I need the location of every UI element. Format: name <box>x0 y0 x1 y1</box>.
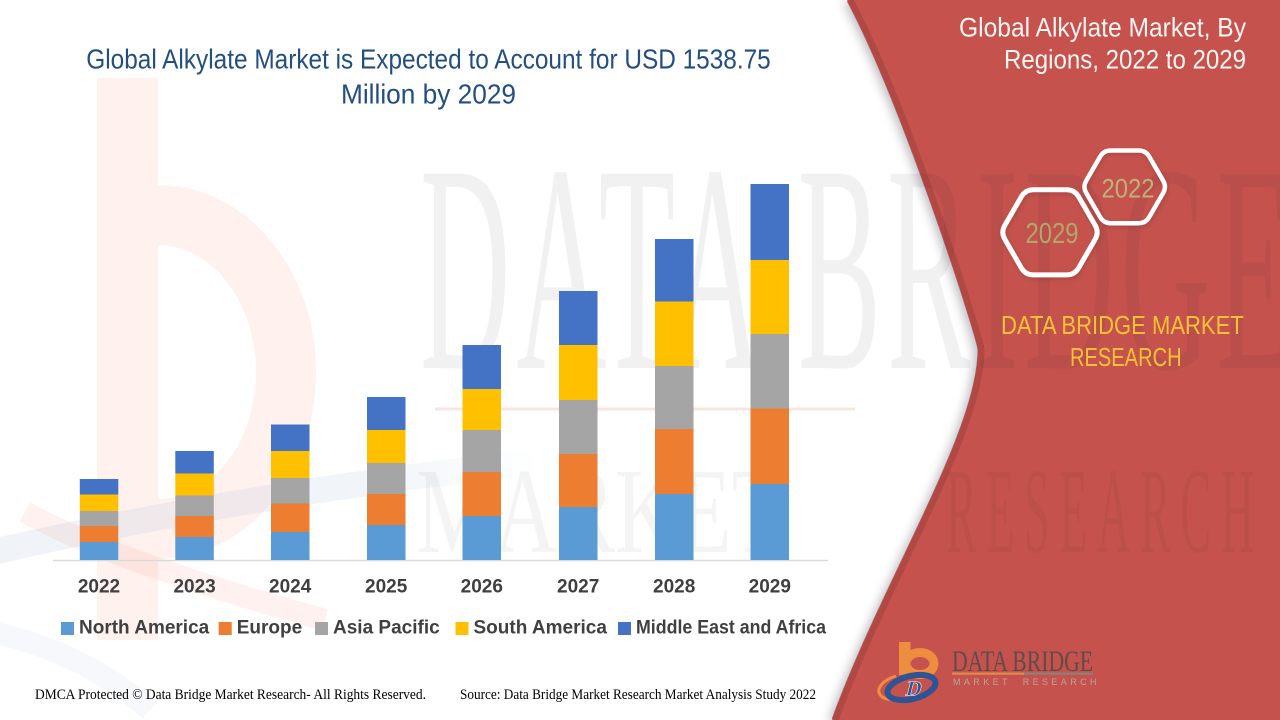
svg-text:Global Alkylate Market, By: Global Alkylate Market, By <box>959 13 1247 43</box>
svg-text:2026: 2026 <box>461 577 503 598</box>
svg-text:2024: 2024 <box>269 577 312 598</box>
svg-text:DMCA Protected © Data Bridge M: DMCA Protected © Data Bridge Market Rese… <box>35 687 426 703</box>
svg-text:Regions, 2022 to 2029: Regions, 2022 to 2029 <box>1004 45 1246 75</box>
svg-text:Million by 2029: Million by 2029 <box>341 79 516 110</box>
svg-text:MARKET RESEARCH: MARKET RESEARCH <box>953 677 1100 687</box>
svg-text:RESEARCH: RESEARCH <box>946 444 1254 579</box>
svg-text:2023: 2023 <box>173 577 215 598</box>
svg-text:RESEARCH: RESEARCH <box>1070 342 1182 372</box>
svg-text:2028: 2028 <box>653 577 695 598</box>
svg-text:2029: 2029 <box>1026 218 1079 250</box>
svg-text:2022: 2022 <box>78 577 120 598</box>
svg-text:DATA BRIDGE MARKET: DATA BRIDGE MARKET <box>1001 310 1244 340</box>
svg-text:DATA BRIDGE: DATA BRIDGE <box>420 105 1280 433</box>
svg-text:Global Alkylate Market is Expe: Global Alkylate Market is Expected to Ac… <box>86 44 771 75</box>
svg-text:D: D <box>904 677 925 701</box>
svg-text:2029: 2029 <box>749 577 791 598</box>
svg-text:North America: North America <box>79 618 210 639</box>
svg-text:Asia Pacific: Asia Pacific <box>333 618 440 639</box>
svg-text:Source: Data Bridge Market Res: Source: Data Bridge Market Research Mark… <box>460 687 816 703</box>
svg-text:2025: 2025 <box>365 577 408 598</box>
svg-text:Europe: Europe <box>237 618 302 639</box>
svg-text:Middle East and Africa: Middle East and Africa <box>636 618 826 639</box>
svg-text:South America: South America <box>474 618 608 639</box>
svg-text:2022: 2022 <box>1102 174 1155 204</box>
svg-text:2027: 2027 <box>557 577 599 598</box>
